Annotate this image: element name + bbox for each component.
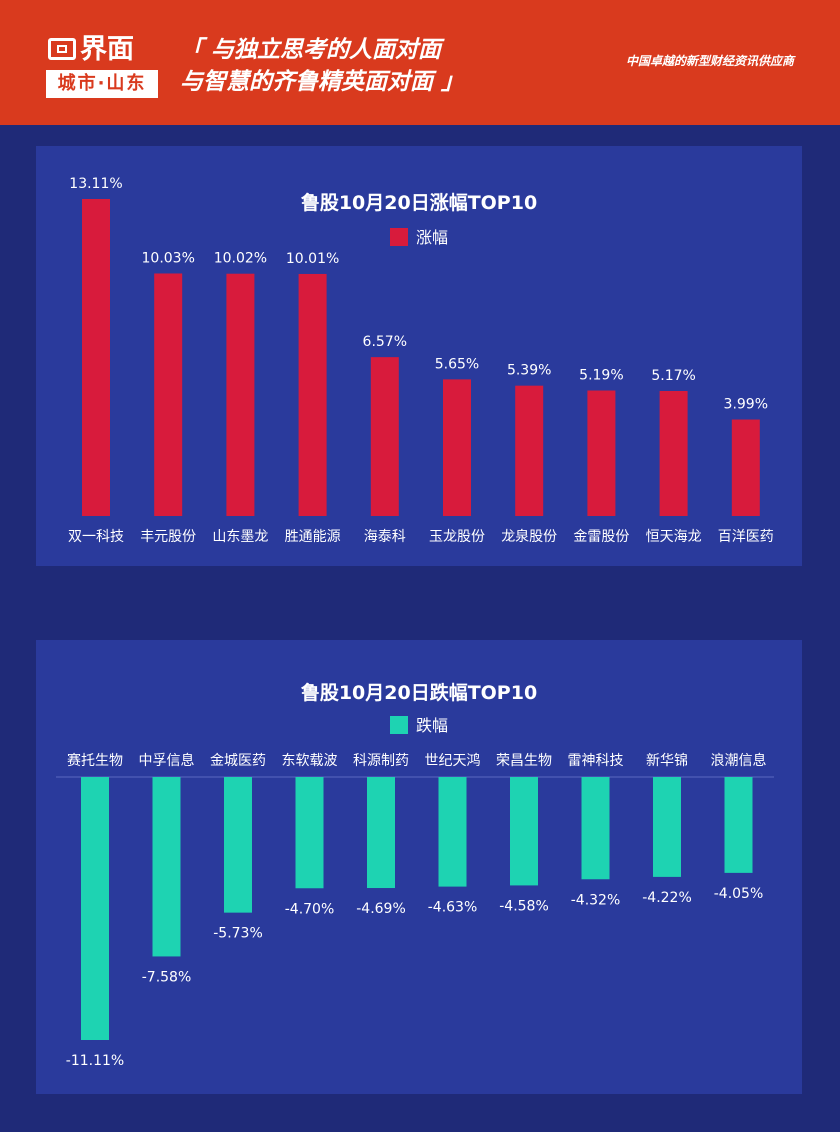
- gainers-bar: [298, 273, 327, 516]
- gainers-bar-chart: 13.11% 双一科技 10.03% 丰元股份 10.02% 山东墨龙 10.01% 胜通能源…: [68, 176, 774, 545]
- gainers-category-label: 胜通能源: [285, 529, 341, 545]
- losers-data-label: -11.11%: [66, 1053, 124, 1069]
- gainers-chart-panel: 鲁股10月20日涨幅TOP10 涨幅 13.11% 双一科技 10.03% 丰元股份 1…: [36, 146, 802, 566]
- tagline: 中国卓越的新型财经资讯供应商: [625, 54, 794, 68]
- losers-category-label: 浪潮信息: [711, 752, 767, 769]
- brand-logo: 界面 城市·山东: [46, 32, 158, 98]
- gainers-category-label: 金雷股份: [573, 529, 629, 545]
- gainers-data-label: 10.03%: [142, 250, 195, 266]
- gainers-data-label: 10.02%: [214, 251, 267, 267]
- gainers-category-label: 海泰科: [364, 529, 406, 545]
- gainers-legend: 涨幅: [36, 224, 802, 248]
- losers-data-label: -4.63%: [428, 900, 478, 916]
- header-banner: 界面 城市·山东 「 与独立思考的人面对面 与智慧的齐鲁精英面对面 」 中国卓越…: [0, 0, 840, 125]
- gainers-bar: [154, 273, 183, 516]
- losers-category-label: 雷神科技: [568, 753, 624, 769]
- slogan-line-1: 「 与独立思考的人面对面: [180, 37, 442, 63]
- losers-legend-swatch: [389, 716, 408, 734]
- losers-bar: [295, 777, 324, 889]
- losers-bar: [581, 777, 610, 880]
- losers-legend: 跌幅: [36, 712, 802, 736]
- losers-bar: [152, 777, 181, 957]
- gainers-data-label: 5.65%: [435, 356, 479, 372]
- losers-category-label: 科源制药: [353, 753, 409, 769]
- gainers-category-label: 山东墨龙: [212, 529, 268, 545]
- losers-legend-label: 跌幅: [415, 716, 448, 735]
- gainers-bar: [515, 385, 544, 516]
- losers-bar: [653, 777, 681, 877]
- losers-data-label: -4.70%: [285, 901, 335, 917]
- gainers-category-label: 百洋医药: [718, 529, 774, 545]
- losers-category-label: 东软载波: [282, 753, 338, 769]
- logo-frame-icon: [48, 38, 76, 60]
- losers-bar: [438, 777, 467, 887]
- gainers-category-label: 恒天海龙: [646, 529, 702, 545]
- slogan-line-2: 与智慧的齐鲁精英面对面 」: [180, 69, 465, 95]
- losers-data-label: -7.58%: [142, 969, 192, 985]
- gainers-chart-title: 鲁股10月20日涨幅TOP10: [300, 192, 538, 214]
- losers-category-label: 金城医药: [210, 753, 266, 769]
- losers-bar: [724, 777, 753, 873]
- gainers-category-label: 双一科技: [68, 529, 124, 545]
- losers-data-label: -4.32%: [571, 892, 621, 908]
- losers-data-label: -4.58%: [499, 898, 549, 914]
- losers-bar: [224, 777, 252, 913]
- losers-category-label: 赛托生物: [67, 753, 123, 769]
- losers-data-label: -4.05%: [714, 886, 764, 902]
- gainers-category-label: 龙泉股份: [501, 528, 557, 545]
- gainers-category-label: 玉龙股份: [429, 529, 485, 545]
- gainers-data-label: 10.01%: [286, 251, 339, 267]
- logo-sub-label: 城市·山东: [46, 70, 158, 98]
- losers-category-label: 荣昌生物: [496, 753, 552, 769]
- gainers-data-label: 5.17%: [651, 368, 695, 384]
- gainers-bar: [226, 273, 255, 516]
- losers-data-label: -4.22%: [642, 890, 692, 906]
- gainers-bar: [587, 390, 616, 516]
- gainers-bar: [443, 379, 471, 516]
- gainers-bar: [82, 199, 110, 516]
- gainers-data-label: 13.11%: [69, 176, 122, 192]
- gainers-bar: [731, 419, 760, 516]
- losers-bar: [510, 777, 538, 886]
- losers-category-label: 世纪天鸿: [425, 752, 481, 769]
- gainers-category-label: 丰元股份: [140, 529, 196, 545]
- gainers-legend-label: 涨幅: [415, 228, 448, 247]
- gainers-data-label: 5.39%: [507, 363, 551, 379]
- gainers-data-label: 5.19%: [579, 368, 623, 384]
- gainers-data-label: 6.57%: [363, 334, 407, 350]
- logo-word: 界面: [80, 34, 134, 65]
- losers-data-label: -5.73%: [213, 926, 263, 942]
- losers-bar: [367, 777, 395, 889]
- gainers-data-label: 3.99%: [724, 397, 768, 413]
- losers-data-label: -4.69%: [356, 901, 406, 917]
- gainers-legend-swatch: [389, 228, 408, 246]
- losers-category-label: 新华锦: [646, 752, 688, 769]
- gainers-bar: [370, 357, 399, 516]
- gainers-bar: [659, 390, 688, 516]
- losers-bar: [81, 777, 109, 1040]
- losers-category-label: 中孚信息: [139, 752, 195, 769]
- losers-chart-title: 鲁股10月20日跌幅TOP10: [300, 682, 538, 704]
- losers-bar-chart: -11.11% 赛托生物 -7.58% 中孚信息 -5.73% 金城医药 -4.70% 东软载…: [56, 752, 774, 1069]
- losers-chart-panel: 鲁股10月20日跌幅TOP10 跌幅 -11.11% 赛托生物 -7.58% 中孚信息…: [36, 640, 802, 1094]
- slogan: 「 与独立思考的人面对面 与智慧的齐鲁精英面对面 」: [180, 34, 464, 98]
